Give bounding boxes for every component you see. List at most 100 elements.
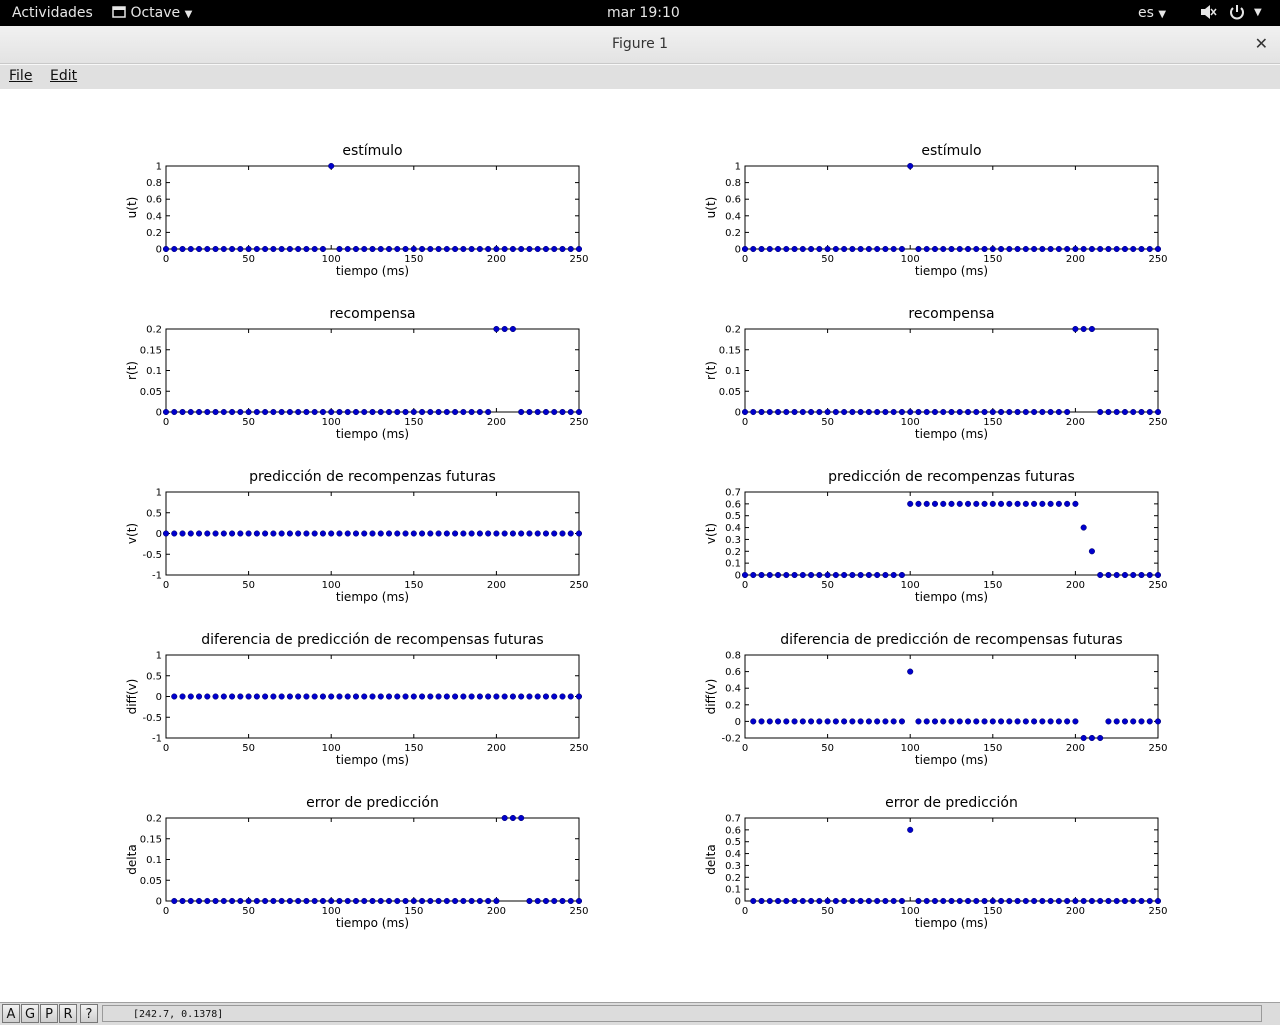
language-indicator[interactable]: es ▼	[1138, 5, 1166, 21]
data-point	[394, 897, 401, 905]
data-point	[410, 408, 417, 416]
data-point	[857, 718, 864, 725]
data-point	[551, 693, 558, 700]
x-tick-label: 100	[322, 743, 341, 754]
data-point	[385, 408, 393, 416]
x-tick-label: 50	[821, 906, 834, 917]
x-tick-label: 200	[1066, 417, 1085, 428]
data-point	[1047, 245, 1054, 253]
x-tick-label: 0	[163, 580, 169, 591]
data-point	[518, 530, 525, 537]
x-tick-label: 250	[569, 254, 588, 265]
x-tick-label: 150	[983, 580, 1002, 591]
data-point	[559, 693, 566, 700]
data-point	[898, 245, 905, 253]
data-point	[344, 408, 351, 416]
data-point	[1138, 897, 1145, 905]
data-point	[303, 897, 310, 905]
data-point	[328, 530, 335, 537]
x-axis-label: tiempo (ms)	[915, 916, 988, 930]
data-point	[476, 245, 483, 253]
data-point	[253, 245, 260, 253]
grid-button[interactable]: G	[21, 1004, 39, 1023]
clock[interactable]: mar 19:10	[607, 5, 680, 21]
data-point	[1022, 245, 1029, 253]
y-tick-label: 0.5	[146, 671, 162, 682]
close-icon[interactable]: ✕	[1254, 34, 1268, 53]
data-point	[750, 718, 757, 725]
x-tick-label: 250	[569, 580, 588, 591]
y-tick-label: 0	[735, 408, 741, 419]
data-point	[824, 897, 831, 905]
app-menu[interactable]: Octave ▼	[112, 5, 192, 21]
data-point	[171, 530, 178, 537]
data-point	[328, 693, 335, 700]
data-point	[212, 897, 219, 905]
help-button[interactable]: ?	[80, 1004, 98, 1023]
activities-button[interactable]: Actividades	[12, 5, 93, 21]
data-point	[171, 245, 178, 253]
data-point	[841, 897, 848, 905]
power-icon[interactable]	[1228, 4, 1246, 24]
rotate-button[interactable]: R	[59, 1004, 77, 1023]
data-point	[816, 408, 823, 416]
volume-muted-icon[interactable]	[1199, 4, 1217, 24]
data-point	[262, 245, 269, 253]
figure-canvas[interactable]: estímulo 0 50 100 150 200 250 0 0.2 0.4 0.6 0.8 1 tie…	[0, 89, 1280, 999]
data-point	[311, 408, 318, 416]
data-point	[998, 500, 1005, 507]
data-point	[278, 408, 285, 416]
data-point	[237, 693, 244, 700]
pan-button[interactable]: P	[40, 1004, 58, 1023]
x-axis-label: tiempo (ms)	[336, 264, 409, 278]
data-point	[1072, 245, 1079, 253]
x-tick-label: 250	[1148, 254, 1167, 265]
data-point	[766, 408, 773, 416]
data-point	[204, 408, 211, 416]
menu-file[interactable]: File	[9, 68, 33, 84]
data-point	[501, 325, 508, 333]
data-point	[195, 897, 203, 905]
data-point	[1146, 897, 1153, 905]
y-tick-label: -0.2	[721, 734, 741, 745]
data-point	[1031, 897, 1038, 905]
data-point	[229, 530, 236, 537]
data-point	[361, 408, 368, 416]
autoscale-button[interactable]: A	[2, 1004, 20, 1023]
data-point	[452, 408, 459, 416]
x-tick-label: 0	[163, 743, 169, 754]
x-tick-label: 250	[569, 743, 588, 754]
data-point	[534, 408, 541, 416]
data-point	[369, 408, 376, 416]
data-point	[237, 245, 244, 253]
data-point	[526, 693, 533, 700]
data-point	[1146, 571, 1153, 579]
x-tick-label: 150	[404, 743, 423, 754]
data-point	[295, 897, 302, 905]
data-point	[981, 897, 988, 905]
y-tick-label: 0	[156, 408, 162, 419]
data-point	[295, 408, 302, 416]
window-titlebar[interactable]: Figure 1 ✕	[0, 26, 1280, 64]
menu-edit[interactable]: Edit	[50, 68, 78, 84]
data-point	[1006, 897, 1013, 905]
data-point	[361, 897, 368, 905]
chevron-down-icon[interactable]: ▼	[1254, 7, 1262, 18]
data-point	[369, 245, 376, 253]
data-point	[410, 530, 417, 537]
data-point	[915, 500, 922, 507]
data-point	[890, 897, 897, 905]
data-point	[195, 693, 203, 700]
data-point	[857, 571, 864, 579]
y-tick-label: 0.2	[146, 325, 162, 336]
subplot-9: error de predicción 0 50 100 150 200 250 0 0.05 0…	[125, 795, 589, 930]
data-point	[824, 571, 831, 579]
data-point	[336, 897, 343, 905]
y-tick-label: 1	[156, 488, 162, 499]
data-point	[369, 530, 376, 537]
x-tick-label: 150	[983, 906, 1002, 917]
y-tick-label: 0	[156, 692, 162, 703]
data-point	[989, 718, 996, 725]
data-point	[1146, 718, 1153, 725]
data-point	[882, 718, 889, 725]
